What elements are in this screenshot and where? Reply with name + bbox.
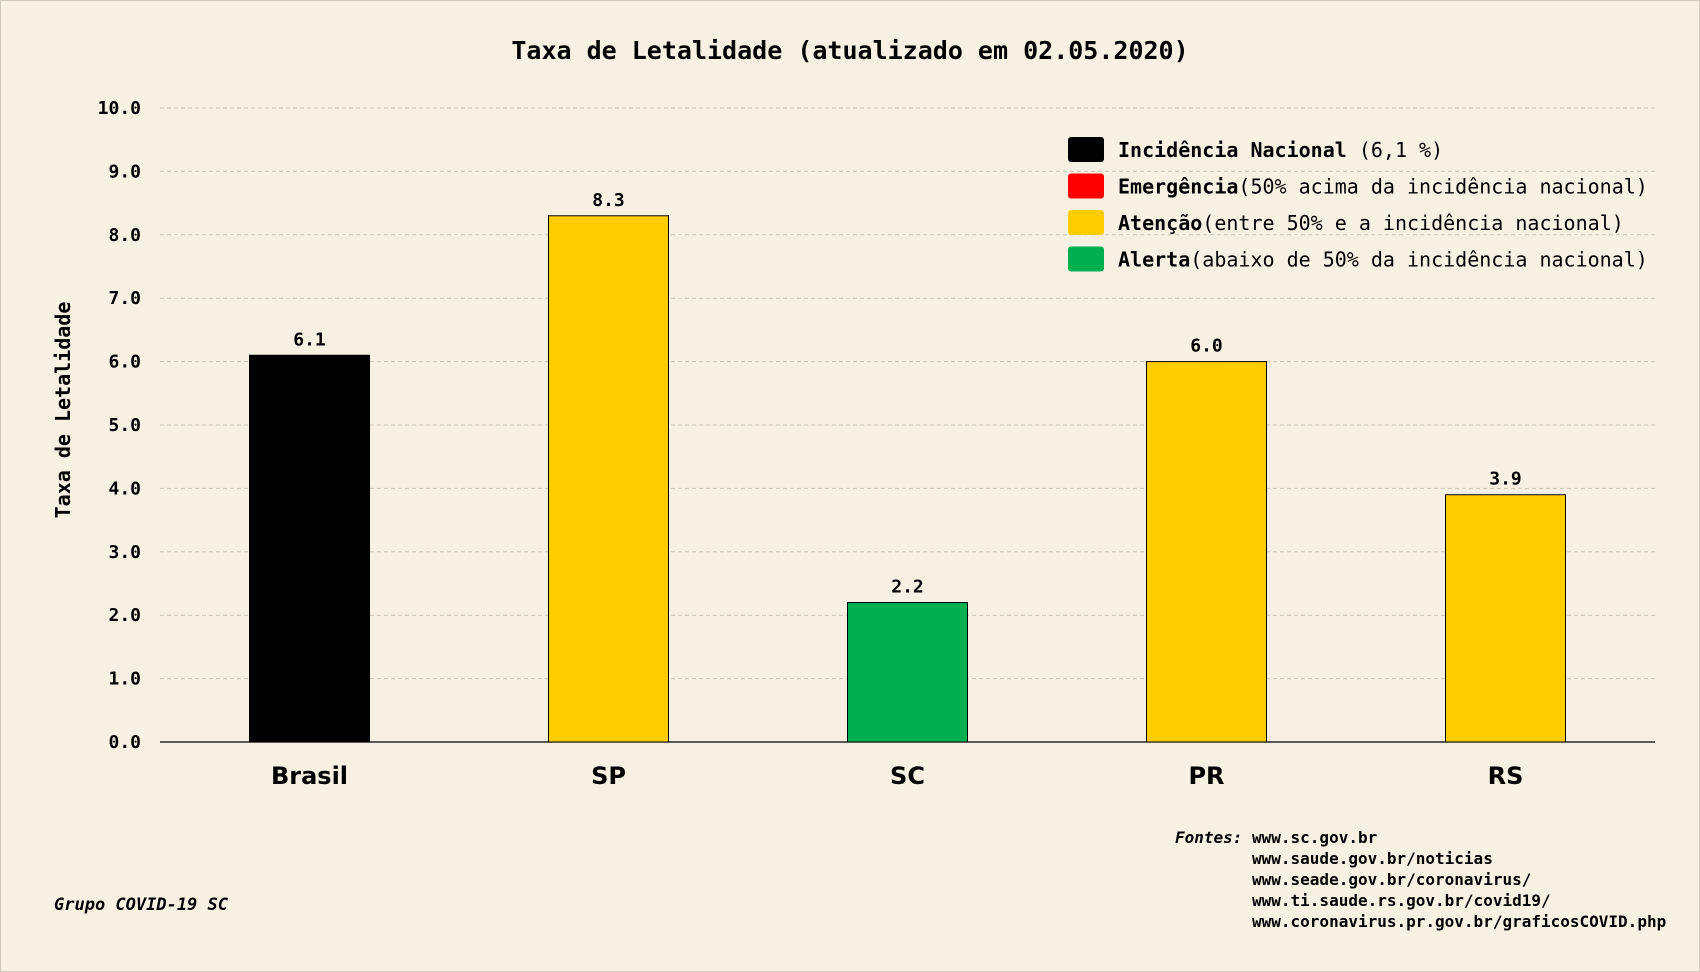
x-tick-label: RS <box>1488 762 1524 790</box>
legend-entry: Atenção(entre 50% e a incidência naciona… <box>1118 211 1624 235</box>
footer-group: Grupo COVID-19 SC <box>54 895 229 915</box>
legend-entry: Emergência(50% acima da incidência nacio… <box>1118 175 1648 199</box>
y-tick-labels: 0.0 1.0 2.0 3.0 4.0 5.0 6.0 7.0 8.0 9.0 10.0 <box>98 98 141 753</box>
legend: Incidência Nacional (6,1 %) Emergência(50… <box>1068 137 1648 272</box>
legend-entry-name: Incidência Nacional <box>1118 138 1347 162</box>
source-url: www.sc.gov.br <box>1252 828 1377 847</box>
y-tick-label: 2.0 <box>108 605 141 626</box>
y-tick-label: 0.0 <box>108 732 141 753</box>
bars <box>249 215 1566 743</box>
x-tick-label: SC <box>890 762 925 790</box>
legend-entry-desc: (entre 50% e a incidência nacional) <box>1202 211 1623 235</box>
value-label: 6.1 <box>293 329 326 350</box>
legend-swatch <box>1068 210 1104 235</box>
value-label: 3.9 <box>1489 469 1522 490</box>
source-url: www.coronavirus.pr.gov.br/graficosCOVID.… <box>1252 912 1666 931</box>
legend-entry: Alerta(abaixo de 50% da incidência nacio… <box>1118 248 1648 272</box>
bar <box>847 602 968 743</box>
source-url: www.saude.gov.br/noticias <box>1252 849 1493 868</box>
y-axis-label: Taxa de Letalidade <box>51 302 75 519</box>
value-label: 8.3 <box>592 190 625 211</box>
y-tick-label: 7.0 <box>108 288 141 309</box>
x-tick-labels: Brasil SP SC PR RS <box>271 762 1523 790</box>
legend-swatch <box>1068 246 1104 272</box>
value-label: 2.2 <box>891 577 924 598</box>
x-tick-label: Brasil <box>271 762 348 790</box>
sources-list: www.sc.gov.br www.saude.gov.br/noticias ww… <box>1252 828 1666 931</box>
y-tick-label: 10.0 <box>98 98 141 119</box>
y-tick-label: 6.0 <box>108 352 141 373</box>
legend-entry-name: Alerta <box>1118 248 1190 272</box>
legend-swatch <box>1068 173 1104 199</box>
y-tick-label: 9.0 <box>108 161 141 182</box>
sources-label: Fontes: <box>1175 828 1242 847</box>
legend-entry-desc: (50% acima da incidência nacional) <box>1238 175 1647 199</box>
source-url: www.seade.gov.br/coronavirus/ <box>1252 870 1531 889</box>
y-tick-label: 4.0 <box>108 478 141 499</box>
y-tick-label: 3.0 <box>108 542 141 563</box>
bar <box>1146 361 1267 743</box>
value-labels: 6.1 8.3 2.2 6.0 3.9 <box>293 190 1522 598</box>
legend-entry-desc: (abaixo de 50% da incidência nacional) <box>1190 248 1648 272</box>
chart-title: Taxa de Letalidade (atualizado em 02.05.… <box>511 36 1188 65</box>
x-tick-label: SP <box>591 762 626 790</box>
y-tick-label: 1.0 <box>108 669 141 690</box>
legend-entry-desc: (6,1 %) <box>1347 138 1443 162</box>
bar <box>249 354 370 743</box>
bar <box>548 215 669 743</box>
legend-entry-name: Atenção <box>1118 211 1202 235</box>
y-tick-label: 8.0 <box>108 225 141 246</box>
bar <box>1445 494 1566 743</box>
source-url: www.ti.saude.rs.gov.br/covid19/ <box>1252 891 1551 910</box>
x-tick-label: PR <box>1188 762 1224 790</box>
legend-swatch <box>1068 137 1104 162</box>
legend-entry-name: Emergência <box>1118 175 1238 199</box>
legend-entry: Incidência Nacional (6,1 %) <box>1118 138 1443 162</box>
value-label: 6.0 <box>1190 336 1223 357</box>
y-tick-label: 5.0 <box>108 415 141 436</box>
